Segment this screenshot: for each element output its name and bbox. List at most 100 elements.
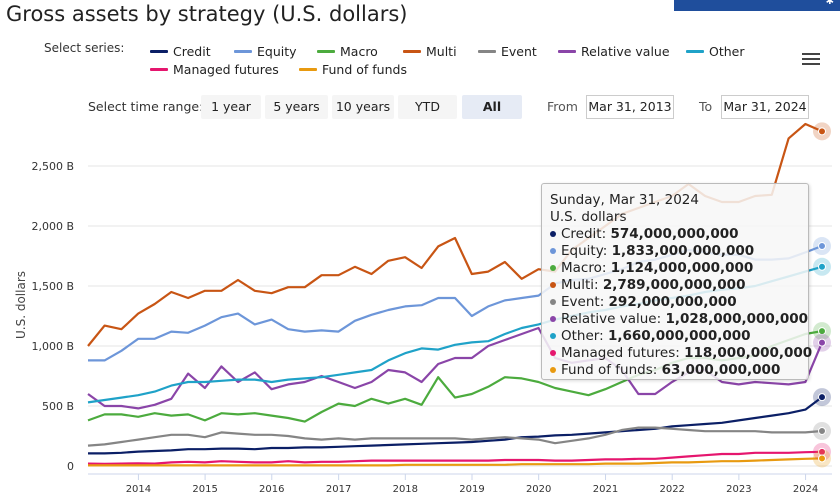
tooltip-series-name: Other (561, 328, 600, 344)
tooltip-series-name: Credit (561, 226, 602, 242)
x-tick-label: 2021 (593, 484, 618, 495)
legend-label: Macro (340, 44, 378, 59)
legend-item-relative-value[interactable]: Relative value (558, 44, 670, 59)
from-label: From (547, 99, 578, 114)
tooltip-series-name: Relative value (561, 311, 657, 327)
legend-item-managed-futures[interactable]: Managed futures (150, 62, 279, 77)
legend-swatch (150, 50, 168, 53)
legend-swatch (686, 50, 704, 53)
legend-label: Credit (173, 44, 211, 59)
chart-title: Gross assets by strategy (U.S. dollars) (6, 2, 408, 26)
tooltip-row-managed-futures: Managed futures: 118,000,000,000 (550, 345, 812, 362)
hover-halo-macro (813, 322, 831, 341)
series-line-fund-of-funds (88, 457, 823, 467)
hamburger-menu-icon[interactable] (802, 53, 820, 67)
x-tick-label: 2014 (126, 484, 151, 495)
range-button-all[interactable]: All (462, 95, 522, 119)
hover-halo-equity (813, 237, 831, 256)
hover-halo-other (813, 257, 831, 276)
y-tick-label: 1,500 B (31, 280, 74, 293)
tooltip-series-value: 63,000,000,000 (661, 362, 781, 378)
hover-marker-other (818, 262, 826, 271)
legend-swatch (234, 50, 252, 53)
y-tick-label: 500 B (42, 400, 74, 413)
from-date-input[interactable] (586, 95, 674, 119)
tooltip-row-macro: Macro: 1,124,000,000,000 (550, 260, 800, 277)
x-tick-label: 2023 (726, 484, 751, 495)
series-line-credit (88, 396, 823, 455)
tooltip-series-name: Managed futures (561, 345, 676, 361)
tooltip-series-name: Fund of funds (561, 362, 653, 378)
legend-label: Managed futures (173, 62, 279, 77)
legend-label: Multi (426, 44, 457, 59)
tooltip-dot (550, 265, 556, 271)
legend-item-equity[interactable]: Equity (234, 44, 297, 59)
hover-marker-managed-futures (818, 447, 826, 456)
hover-halo-credit (813, 388, 831, 407)
tooltip-dot (550, 231, 556, 237)
series-line-managed-futures (87, 450, 823, 465)
legend-swatch (558, 50, 576, 53)
tooltip-series-value: 292,000,000,000 (608, 294, 737, 310)
legend-item-other[interactable]: Other (686, 44, 745, 59)
tooltip-dot (550, 333, 556, 339)
range-button-1-year[interactable]: 1 year (201, 95, 261, 119)
series-line-event (87, 426, 823, 447)
legend-label: Equity (257, 44, 297, 59)
tooltip-series-value: 574,000,000,000 (610, 226, 739, 242)
legend-label: Other (709, 44, 745, 59)
y-tick-label: 0 (67, 460, 74, 473)
range-button-5-years[interactable]: 5 years (265, 95, 328, 119)
y-tick-label: 2,000 B (31, 220, 74, 233)
y-axis-label: U.S. dollars (14, 271, 28, 339)
to-label: To (699, 99, 713, 114)
legend-swatch (150, 68, 168, 71)
tooltip-row-event: Event: 292,000,000,000 (550, 294, 800, 311)
select-series-label: Select series: (44, 41, 125, 55)
legend-item-event[interactable]: Event (478, 44, 537, 59)
hover-halo-managed-futures (813, 442, 831, 461)
legend-swatch (403, 50, 421, 53)
tooltip-row-credit: Credit: 574,000,000,000 (550, 226, 800, 243)
tooltip-series-name: Event (561, 294, 600, 310)
tooltip-series-value: 118,000,000,000 (684, 345, 813, 361)
hover-marker-macro (818, 327, 826, 336)
x-tick-label: 2016 (259, 484, 284, 495)
legend-item-macro[interactable]: Macro (317, 44, 378, 59)
tooltip-row-equity: Equity: 1,833,000,000,000 (550, 243, 800, 260)
tooltip-series-name: Multi (561, 277, 594, 293)
time-range-label: Select time range: (88, 99, 204, 114)
tooltip-series-value: 1,028,000,000,000 (665, 311, 809, 327)
x-tick-label: 2017 (326, 484, 351, 495)
to-date-input[interactable] (721, 95, 809, 119)
corner-icon: ✱ (825, 0, 834, 7)
hover-halo-relative-value (813, 333, 831, 352)
range-button-10-years[interactable]: 10 years (332, 95, 394, 119)
hover-halo-fund-of-funds (813, 449, 831, 468)
corner-action-button[interactable]: ✱ (674, 0, 840, 11)
hover-marker-relative-value (818, 338, 826, 347)
y-tick-label: 2,500 B (31, 160, 74, 173)
hover-marker-credit (818, 393, 826, 402)
x-tick-label: 2024 (793, 484, 818, 495)
hover-halo-multi (813, 122, 831, 141)
tooltip-series-value: 1,833,000,000,000 (611, 243, 755, 259)
tooltip-series-name: Equity (561, 243, 603, 259)
legend-item-multi[interactable]: Multi (403, 44, 457, 59)
legend-label: Event (501, 44, 537, 59)
x-tick-label: 2018 (393, 484, 418, 495)
tooltip-series-value: 2,789,000,000,000 (602, 277, 746, 293)
x-tick-label: 2015 (192, 484, 217, 495)
tooltip-row-other: Other: 1,660,000,000,000 (550, 328, 800, 345)
legend-label: Fund of funds (322, 62, 407, 77)
tooltip-dot (550, 350, 556, 356)
legend-swatch (317, 50, 335, 53)
hover-marker-multi (818, 127, 826, 136)
data-tooltip: Sunday, Mar 31, 2024 U.S. dollars Credit… (541, 183, 812, 380)
hover-marker-fund-of-funds (818, 454, 826, 463)
tooltip-unit: U.S. dollars (550, 209, 627, 225)
legend-item-fund-of-funds[interactable]: Fund of funds (299, 62, 407, 77)
tooltip-series-value: 1,660,000,000,000 (607, 328, 751, 344)
legend-item-credit[interactable]: Credit (150, 44, 211, 59)
range-button-ytd[interactable]: YTD (398, 95, 457, 119)
